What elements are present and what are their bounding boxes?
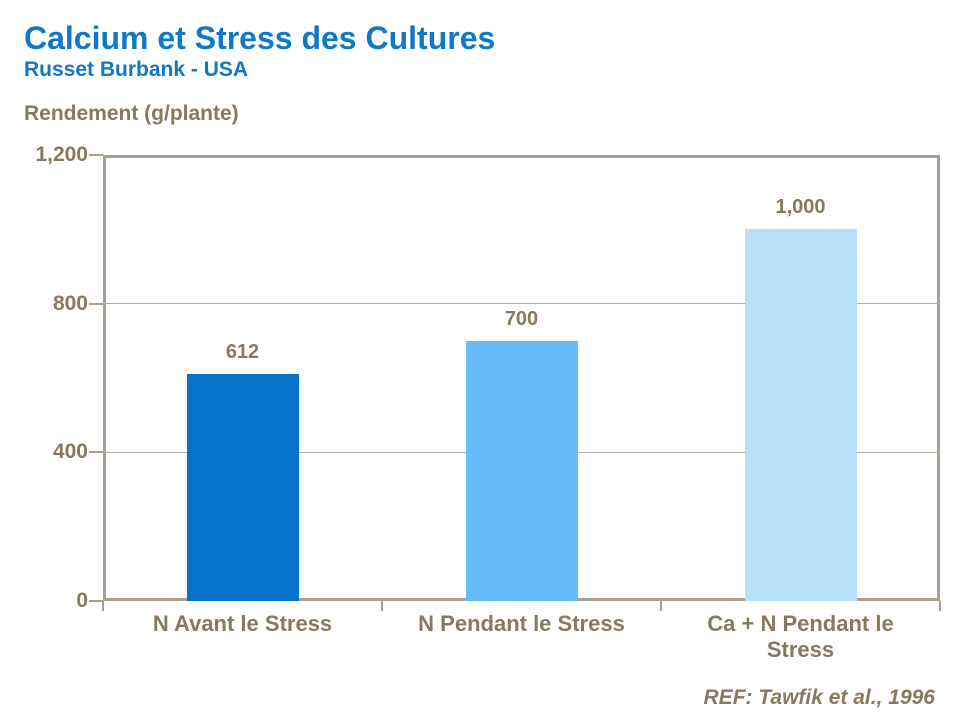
x-axis-label: Ca + N Pendant le Stress bbox=[707, 611, 894, 662]
x-axis-label: N Pendant le Stress bbox=[418, 611, 625, 636]
bar-value-label: 700 bbox=[504, 307, 539, 330]
chart-title: Calcium et Stress des Cultures bbox=[24, 20, 496, 56]
bar bbox=[186, 373, 299, 601]
bar bbox=[465, 340, 578, 601]
y-tick-mark bbox=[89, 302, 103, 305]
x-tick-mark bbox=[102, 601, 104, 611]
y-tick-label: 800 bbox=[52, 291, 88, 315]
x-tick-mark bbox=[660, 601, 662, 611]
gridline bbox=[103, 303, 940, 305]
y-tick-mark bbox=[89, 154, 103, 156]
bar-value-label: 1,000 bbox=[775, 196, 826, 219]
x-axis-label: N Avant le Stress bbox=[152, 611, 333, 636]
y-tick-mark bbox=[89, 451, 103, 454]
x-tick-mark bbox=[939, 601, 941, 611]
y-tick-label: 1,200 bbox=[35, 143, 88, 166]
x-tick-mark bbox=[381, 601, 383, 611]
y-axis-title: Rendement (g/plante) bbox=[24, 102, 239, 125]
chart-subtitle: Russet Burbank - USA bbox=[24, 58, 249, 81]
y-tick-label: 0 bbox=[76, 589, 88, 612]
bar-value-label: 612 bbox=[225, 340, 260, 363]
y-tick-label: 400 bbox=[52, 440, 88, 464]
reference-citation: REF: Tawfik et al., 1996 bbox=[703, 686, 935, 709]
y-tick-mark bbox=[89, 600, 103, 602]
bar bbox=[744, 229, 857, 601]
